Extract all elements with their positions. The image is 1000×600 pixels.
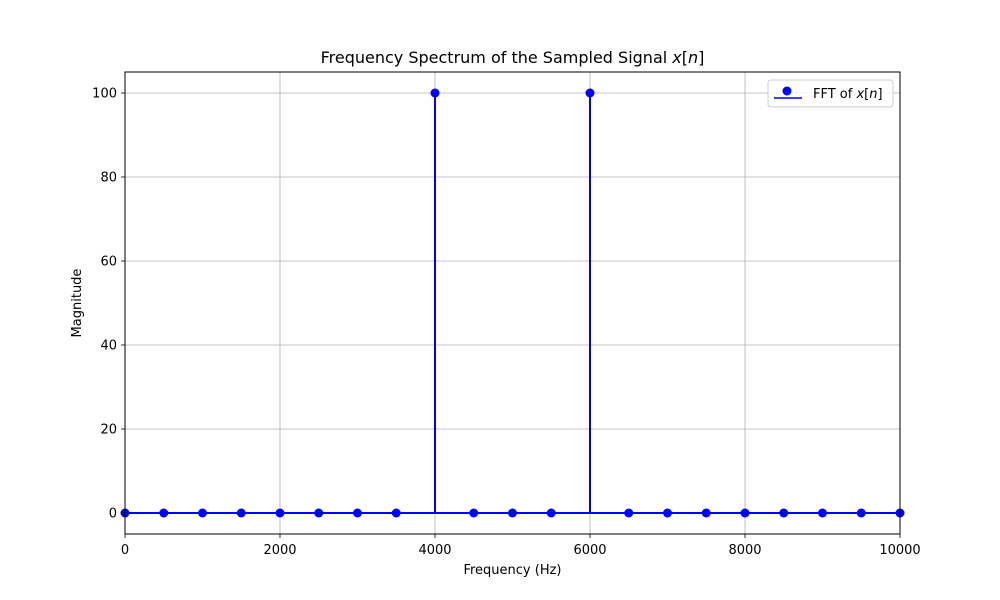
x-tick-label: 2000 — [263, 543, 296, 558]
y-tick-label: 60 — [100, 255, 117, 270]
stem-marker — [624, 508, 634, 518]
legend-marker-swatch — [782, 86, 792, 96]
y-tick-label: 40 — [100, 339, 117, 354]
markers — [120, 88, 905, 518]
stem-marker — [275, 508, 285, 518]
stem-marker — [314, 508, 324, 518]
stem-marker — [701, 508, 711, 518]
chart-title: Frequency Spectrum of the Sampled Signal… — [321, 48, 705, 67]
stem-marker — [818, 508, 827, 518]
x-axis-label: Frequency (Hz) — [463, 563, 561, 578]
y-tick-label: 20 — [100, 423, 117, 438]
x-axis-ticks: 0 2000 4000 6000 8000 10000 — [121, 534, 921, 558]
stem-marker — [353, 508, 362, 518]
plot-frame — [124, 71, 901, 535]
y-tick-label: 80 — [100, 171, 117, 186]
y-tick-label: 0 — [109, 507, 117, 522]
x-tick-label: 4000 — [418, 543, 451, 558]
stem-marker — [856, 508, 866, 518]
stem-marker — [585, 88, 595, 98]
y-tick-label: 100 — [92, 87, 117, 102]
x-tick-label: 6000 — [573, 543, 606, 558]
stem-marker — [236, 508, 246, 518]
stem-marker — [391, 508, 401, 518]
stem-marker — [159, 508, 169, 518]
x-tick-label: 8000 — [728, 543, 761, 558]
y-axis-ticks: 0 20 40 60 80 100 — [92, 87, 125, 522]
y-axis-label: Magnitude — [70, 269, 85, 338]
stem-marker — [469, 508, 479, 518]
stem-marker — [779, 508, 789, 518]
legend-entry-label: FFT of x[n] — [813, 87, 883, 102]
stem-marker — [663, 508, 672, 518]
stem-marker — [508, 508, 517, 518]
stem-marker — [430, 88, 440, 98]
stems — [434, 93, 591, 513]
legend: FFT of x[n] — [767, 79, 894, 108]
x-tick-label: 10000 — [879, 543, 920, 558]
grid — [124, 72, 901, 534]
x-tick-label: 0 — [121, 543, 129, 558]
stem-marker — [546, 508, 556, 518]
stem-marker — [198, 508, 207, 518]
legend-box — [767, 79, 894, 108]
stem-marker — [740, 508, 750, 518]
